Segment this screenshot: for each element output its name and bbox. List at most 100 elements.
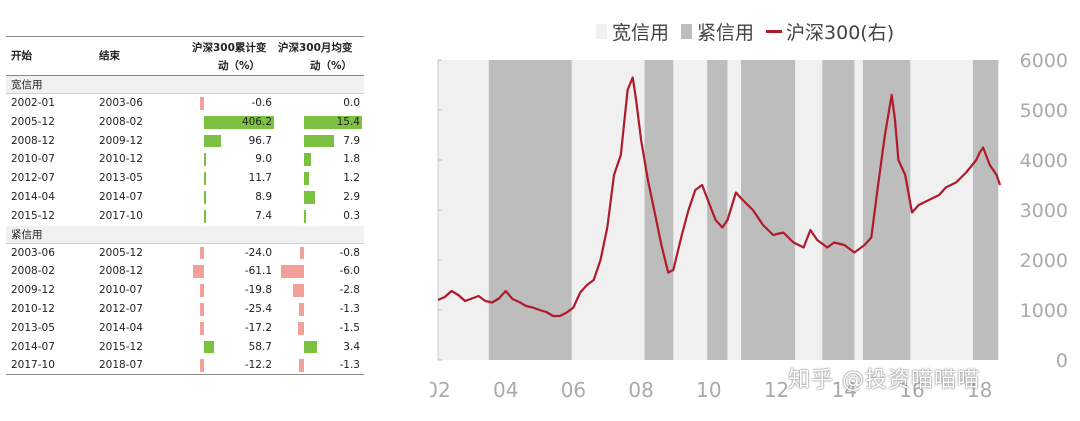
end-date: 2014-04 [99,321,143,334]
cum-change-bar [200,321,204,335]
monthly-change-value: 3.4 [343,340,360,353]
x-tick-label: 02 [430,378,451,402]
cum-change-value: 406.2 [241,115,272,128]
cum-change-value: -25.4 [244,302,272,315]
watermark: 知乎 @投资喵喵喵 [788,368,980,393]
cum-change-cell: 406.2 [196,113,274,132]
cum-change-cell: -12.2 [196,356,274,374]
monthly-change-value: -2.8 [339,284,361,297]
cum-change-value: -17.2 [244,321,272,334]
loose-credit-band [438,60,489,360]
tight-credit-band [862,60,911,360]
end-date: 2017-10 [99,209,143,222]
start-date: 2005-12 [11,115,55,128]
cum-change-value: 11.7 [248,172,272,185]
cum-change-value: 7.4 [255,209,272,222]
header-cum-change-line2: 动（%） [218,60,261,72]
start-date: 2009-12 [11,284,55,297]
monthly-change-cell: 1.8 [296,150,362,169]
start-date: 2003-06 [11,246,55,259]
monthly-change-cell: -2.8 [293,281,362,300]
monthly-change-bar [300,246,304,260]
monthly-change-cell: -0.8 [296,244,362,263]
header-cum-change-line1: 沪深300累计变 [192,42,267,54]
monthly-change-cell: 0.0 [296,94,362,113]
monthly-change-cell: -6.0 [281,262,362,281]
chart-legend: 宽信用 紧信用 沪深300(右) [596,18,906,44]
cum-change-bar [200,284,204,297]
loose-credit-band [910,60,973,360]
monthly-change-bar [304,115,362,129]
header-end: 结束 [99,50,120,62]
x-tick-label: 06 [561,378,586,402]
section-label: 宽信用 [6,76,364,94]
cum-change-value: 8.9 [255,190,272,203]
legend-item-hs300: 沪深300(右) [766,18,894,45]
legend-item-tight: 紧信用 [681,18,754,45]
monthly-change-cell: -1.3 [296,300,362,319]
monthly-change-bar [281,265,304,279]
table-row: 2015-12 2017-10 7.4 0.3 [6,207,364,226]
monthly-change-cell: -1.5 [296,319,362,338]
table-row: 2005-12 2008-02 406.2 15.4 [6,113,364,132]
legend-swatch-tight [681,23,693,39]
monthly-change-cell: 7.9 [296,132,362,151]
cum-change-bar [204,115,274,129]
monthly-change-cell: -1.3 [296,356,362,374]
table-header: 开始 结束 沪深300累计变 动（%） 沪深300月均变 动（%） [6,36,364,76]
end-date: 2010-07 [99,284,143,297]
end-date: 2013-05 [99,172,143,185]
x-tick-label: 14 [832,378,857,402]
monthly-change-bar [293,284,304,297]
loose-credit-band [571,60,645,360]
cum-change-value: 9.0 [255,153,272,166]
cum-change-cell: 96.7 [196,132,274,151]
cum-change-cell: 8.9 [196,188,274,207]
end-date: 2003-06 [99,97,143,109]
header-monthly-change-line2: 动（%） [310,60,353,72]
cum-change-value: -12.2 [244,359,272,372]
end-date: 2008-02 [99,115,143,128]
table-body: 宽信用 2002-01 2003-06 -0.6 0.0 2005-12 2008-02 40… [6,76,364,376]
monthly-change-bar [304,190,315,204]
start-date: 2017-10 [11,359,55,372]
monthly-change-bar [298,321,304,335]
y-tick-label: 0 [1056,350,1068,372]
start-date: 2013-05 [11,321,55,334]
end-date: 2018-07 [99,359,143,372]
legend-label-tight: 紧信用 [697,21,755,44]
cum-change-bar [199,302,204,316]
end-date: 2015-12 [99,340,143,353]
legend-label-loose: 宽信用 [612,21,670,44]
table-row: 2002-01 2003-06 -0.6 0.0 [6,94,364,113]
y-tick-label: 5000 [1020,100,1068,122]
monthly-change-value: 2.9 [343,190,360,203]
monthly-change-bar [304,153,311,167]
table-row: 2017-10 2018-07 -12.2 -1.3 [6,356,364,376]
monthly-change-value: -6.0 [339,265,361,278]
cum-change-cell: -0.6 [196,94,274,113]
start-date: 2008-12 [11,134,55,147]
legend-line-hs300 [766,29,783,33]
cum-change-bar [204,340,215,354]
tight-credit-band [644,60,674,360]
cum-change-bar [204,172,207,185]
table-row: 2014-04 2014-07 8.9 2.9 [6,188,364,207]
start-date: 2012-07 [11,172,55,185]
table-row: 2008-02 2008-12 -61.1 -6.0 [6,262,364,281]
monthly-change-value: 0.3 [343,209,360,222]
x-tick-label: 10 [696,378,721,402]
start-date: 2015-12 [11,209,55,222]
monthly-change-cell: 2.9 [296,188,362,207]
table-row: 2009-12 2010-07 -19.8 -2.8 [6,281,364,300]
section-label: 紧信用 [6,225,364,244]
monthly-change-value: -1.3 [339,302,361,315]
end-date: 2014-07 [99,190,143,203]
monthly-change-cell: 3.4 [296,338,362,357]
legend-swatch-loose [596,23,607,39]
cum-change-value: -61.1 [244,265,272,278]
tight-credit-band [707,60,728,360]
x-tick-label: 08 [628,378,653,402]
cum-change-cell: -19.8 [196,281,274,300]
monthly-change-value: -1.3 [339,359,361,372]
